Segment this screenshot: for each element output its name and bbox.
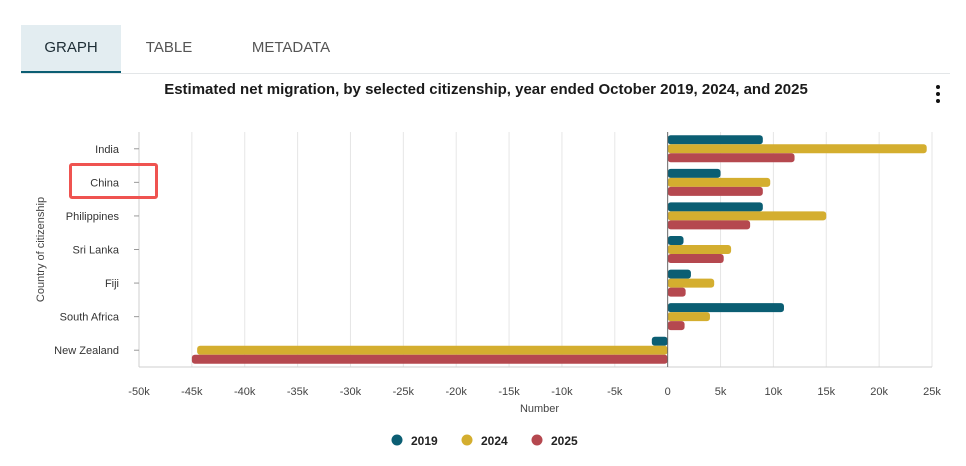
x-tick-label: -25k: [393, 386, 415, 398]
bar-2019: [667, 303, 784, 313]
bar-2024: [667, 211, 827, 221]
x-tick-label: -30k: [340, 386, 362, 398]
x-tick-label: -35k: [287, 386, 309, 398]
x-tick-label: 10k: [765, 386, 783, 398]
bar-2019: [651, 336, 668, 346]
bar-2025: [667, 220, 751, 230]
y-tick-label: China: [90, 177, 120, 189]
bar-2024: [197, 345, 668, 355]
bar-2025: [667, 254, 724, 263]
x-tick-label: 25k: [923, 386, 941, 398]
tab-bar: GRAPH TABLE METADATA: [21, 25, 950, 74]
y-tick-label: Sri Lanka: [73, 245, 120, 257]
legend-marker: [461, 434, 473, 446]
y-axis-label: Country of citizenship: [35, 197, 47, 302]
x-tick-label: 15k: [817, 386, 835, 398]
legend-label: 2024: [481, 434, 508, 448]
x-tick-label: 0: [665, 386, 671, 398]
kebab-menu-icon[interactable]: [930, 84, 946, 106]
bar-2025: [667, 186, 763, 196]
bar-2024: [667, 312, 710, 322]
legend-label: 2025: [551, 434, 578, 448]
x-tick-label: -5k: [607, 386, 623, 398]
tab-graph[interactable]: GRAPH: [21, 25, 121, 73]
legend-marker: [531, 434, 543, 446]
bar-2024: [667, 144, 927, 154]
y-tick-label: Fiji: [105, 278, 119, 290]
legend-marker: [391, 434, 403, 446]
bar-2025: [191, 354, 668, 364]
y-tick-label: New Zealand: [54, 345, 119, 357]
legend-label: 2019: [411, 434, 438, 448]
y-tick-label: Philippines: [66, 211, 120, 223]
y-tick-label: India: [95, 144, 120, 156]
bar-2025: [667, 321, 685, 331]
x-tick-label: -15k: [498, 386, 520, 398]
chart-title: Estimated net migration, by selected cit…: [164, 81, 808, 98]
bar-2025: [667, 153, 795, 163]
bar-2019: [667, 236, 684, 245]
y-tick-label: South Africa: [60, 312, 120, 324]
x-tick-label: -20k: [445, 386, 467, 398]
tab-metadata[interactable]: METADATA: [251, 39, 331, 56]
tab-table[interactable]: TABLE: [145, 39, 193, 56]
bar-2019: [667, 135, 763, 145]
highlight-box-china: [69, 163, 158, 199]
bar-2024: [667, 278, 715, 288]
x-tick-label: -40k: [234, 386, 256, 398]
bar-2025: [667, 287, 686, 297]
bar-2019: [667, 202, 763, 212]
bar-2024: [667, 245, 732, 254]
x-tick-label: -10k: [551, 386, 573, 398]
x-tick-label: 20k: [870, 386, 888, 398]
x-tick-label: -50k: [128, 386, 150, 398]
x-tick-label: 5k: [715, 386, 727, 398]
x-axis-label: Number: [520, 403, 559, 415]
x-tick-label: -45k: [181, 386, 203, 398]
bar-2024: [667, 177, 771, 187]
bar-2019: [667, 168, 721, 178]
bar-2019: [667, 269, 691, 279]
